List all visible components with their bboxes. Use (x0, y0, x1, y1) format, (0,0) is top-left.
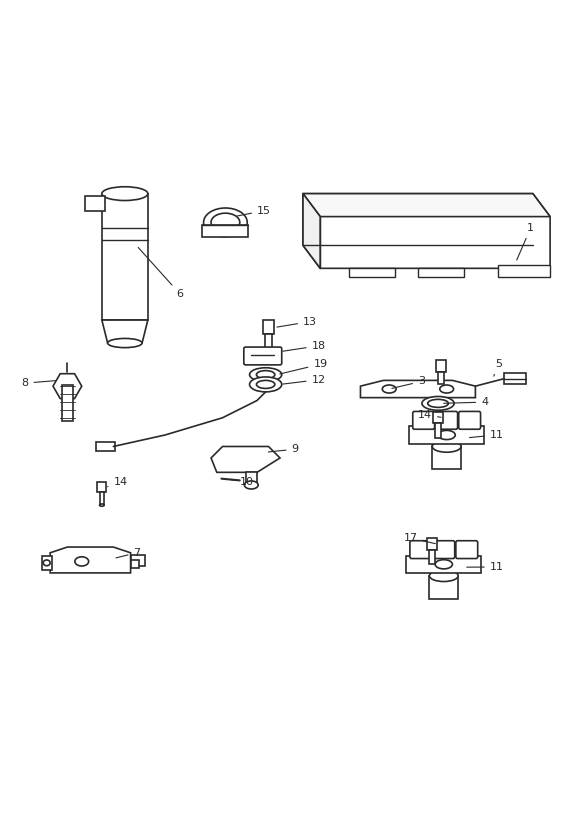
Polygon shape (245, 472, 257, 484)
Text: 11: 11 (469, 430, 504, 440)
FancyBboxPatch shape (433, 541, 455, 559)
Bar (430, 576, 458, 599)
Text: 6: 6 (138, 247, 184, 299)
Polygon shape (303, 194, 320, 269)
Text: 8: 8 (22, 378, 56, 388)
Text: 5: 5 (494, 359, 503, 376)
Polygon shape (303, 194, 550, 269)
Polygon shape (360, 381, 475, 398)
Text: 1: 1 (517, 223, 534, 260)
FancyBboxPatch shape (410, 541, 432, 559)
Polygon shape (211, 447, 280, 472)
Polygon shape (498, 265, 550, 277)
Bar (202, 225, 248, 236)
Bar (435, 424, 441, 438)
Text: 13: 13 (277, 316, 317, 327)
Bar (438, 372, 444, 385)
Bar (102, 194, 148, 320)
Text: 17: 17 (403, 533, 436, 544)
Ellipse shape (257, 381, 275, 388)
Polygon shape (102, 320, 148, 343)
Ellipse shape (75, 557, 89, 566)
Polygon shape (409, 426, 484, 443)
Text: 14: 14 (108, 477, 128, 487)
FancyBboxPatch shape (413, 411, 434, 429)
Text: 10: 10 (231, 477, 254, 487)
Ellipse shape (211, 213, 240, 232)
Bar (85, 196, 105, 211)
Text: 4: 4 (444, 397, 489, 407)
Bar (430, 550, 435, 564)
Text: 9: 9 (268, 444, 298, 454)
Bar (97, 482, 107, 493)
Ellipse shape (43, 560, 50, 566)
Ellipse shape (250, 377, 282, 392)
Ellipse shape (435, 559, 452, 569)
Bar (418, 268, 464, 277)
Text: 18: 18 (283, 341, 326, 351)
Text: 7: 7 (116, 548, 141, 558)
Text: 3: 3 (392, 377, 425, 388)
Ellipse shape (108, 339, 142, 348)
Bar (504, 373, 526, 384)
Ellipse shape (250, 368, 282, 382)
Bar (265, 335, 272, 349)
Bar (96, 442, 114, 451)
Ellipse shape (382, 385, 396, 393)
Bar (62, 385, 73, 420)
Polygon shape (406, 555, 481, 573)
Bar (349, 268, 395, 277)
Ellipse shape (203, 208, 247, 236)
Ellipse shape (244, 481, 258, 489)
Polygon shape (50, 547, 131, 573)
FancyBboxPatch shape (244, 347, 282, 365)
FancyBboxPatch shape (456, 541, 477, 559)
FancyBboxPatch shape (459, 411, 480, 429)
Bar (436, 360, 446, 372)
Ellipse shape (102, 187, 148, 200)
Text: 12: 12 (283, 375, 326, 385)
FancyBboxPatch shape (436, 411, 458, 429)
Bar (433, 412, 443, 424)
Text: 11: 11 (466, 562, 504, 572)
Bar (263, 320, 274, 335)
Bar (100, 493, 104, 505)
Ellipse shape (100, 504, 104, 506)
Ellipse shape (430, 570, 458, 582)
Bar (131, 559, 139, 569)
Ellipse shape (257, 371, 275, 379)
Ellipse shape (432, 441, 461, 452)
Bar (432, 447, 461, 470)
Bar (41, 555, 52, 570)
Ellipse shape (440, 385, 454, 393)
Bar (427, 538, 437, 550)
Ellipse shape (438, 430, 455, 439)
Ellipse shape (422, 396, 454, 410)
Polygon shape (303, 194, 550, 217)
Ellipse shape (428, 400, 448, 407)
Text: 15: 15 (237, 206, 271, 216)
Text: 19: 19 (280, 359, 328, 374)
Text: 14: 14 (418, 410, 441, 419)
Bar (131, 555, 145, 566)
